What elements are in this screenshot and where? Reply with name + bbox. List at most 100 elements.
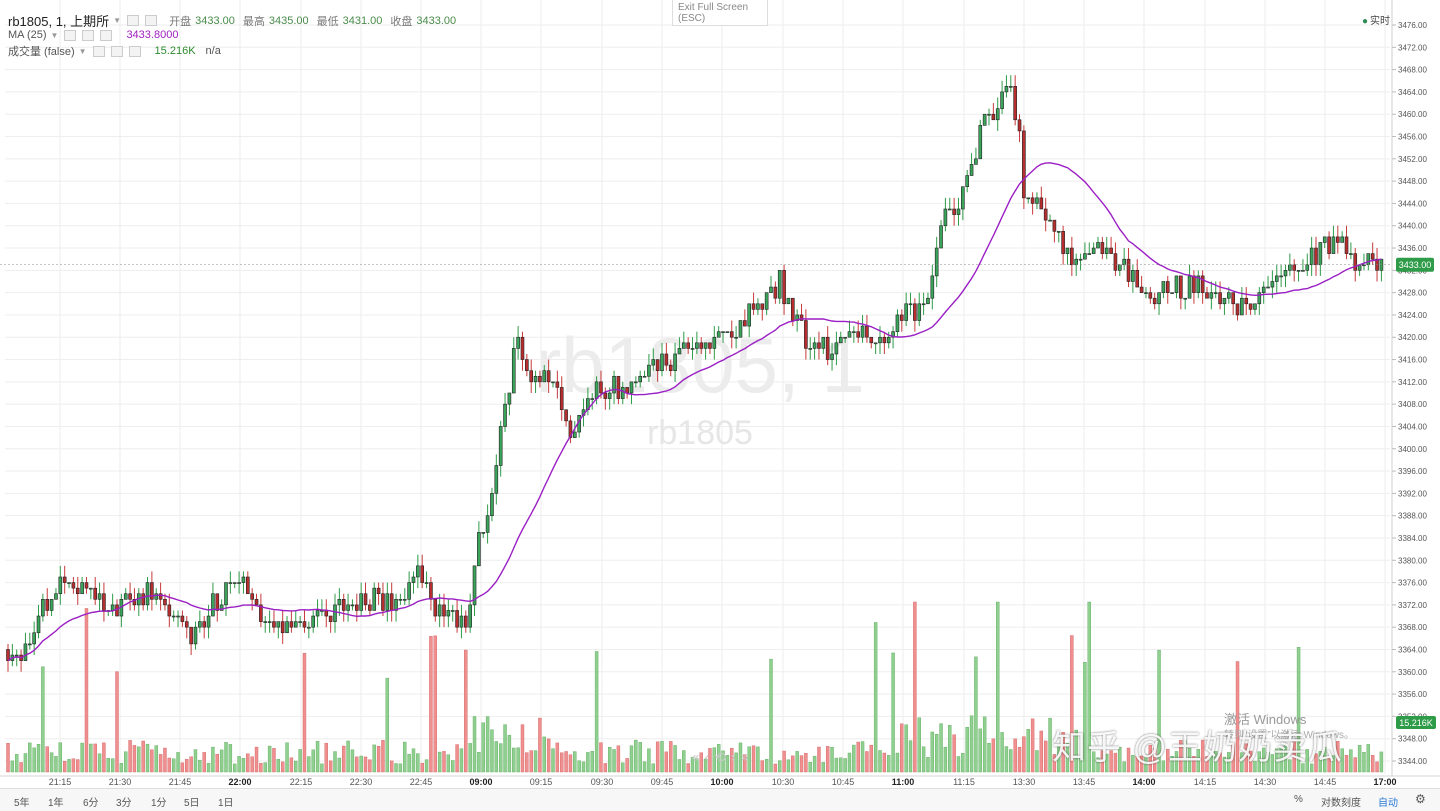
volume-bar: [363, 756, 368, 773]
candle: [132, 588, 137, 611]
volume-bar: [1379, 751, 1384, 773]
candle: [1026, 197, 1031, 204]
volume-bar: [1235, 661, 1240, 773]
exit-fullscreen-button[interactable]: Exit Full Screen (ESC): [672, 0, 768, 26]
period-3m-button[interactable]: 3分: [116, 798, 132, 809]
eye-icon[interactable]: [127, 15, 140, 26]
candle: [150, 571, 154, 611]
price-chart[interactable]: rb1805, 1 rb1805 3344.003348.003352.0033…: [0, 0, 1440, 788]
settings-icon[interactable]: [82, 29, 95, 41]
volume-bar: [1122, 761, 1126, 773]
time-axis[interactable]: 21:15 21:30 21:45 22:00 22:15 22:30 22:45 09:00…: [0, 775, 1440, 787]
candle: [89, 587, 93, 600]
close-icon[interactable]: [128, 45, 141, 57]
chevron-down-icon[interactable]: ▼: [50, 30, 59, 40]
volume-bar: [424, 759, 429, 773]
ma-label[interactable]: MA (25): [8, 29, 47, 41]
volume-bar: [389, 760, 394, 773]
volume-label[interactable]: 成交量 (false): [8, 46, 75, 58]
candle: [1091, 242, 1096, 254]
price-tick-label: 3384.00: [1398, 534, 1427, 543]
realtime-indicator[interactable]: ● 实时: [1362, 12, 1390, 27]
volume-bar: [1179, 740, 1183, 773]
candle: [751, 292, 756, 315]
price-tick-label: 3388.00: [1398, 512, 1427, 521]
volume-bar: [778, 760, 782, 773]
percent-toggle[interactable]: %: [1294, 794, 1303, 805]
period-5y-button[interactable]: 5年: [14, 798, 30, 809]
legend-row-2: MA (25) ▼ 3433.8000: [8, 29, 178, 41]
log-scale-toggle[interactable]: 对数刻度: [1321, 798, 1361, 809]
volume-bar: [1331, 755, 1336, 773]
eye-icon[interactable]: [64, 29, 77, 41]
auto-scale-toggle[interactable]: 自动: [1378, 798, 1398, 809]
volume-bar: [250, 756, 254, 773]
volume-bar: [982, 716, 987, 773]
volume-bar: [1244, 743, 1248, 773]
volume-bar: [817, 746, 821, 773]
candle: [381, 582, 385, 617]
volume-bar: [974, 656, 978, 773]
volume-bar: [346, 740, 350, 773]
period-1d-button[interactable]: 1日: [218, 798, 234, 809]
volume-bar: [1314, 753, 1318, 773]
time-tick-label: 10:00: [710, 777, 733, 787]
candle: [677, 337, 682, 355]
candle: [1331, 225, 1336, 254]
volume-bar: [695, 758, 699, 773]
period-1y-button[interactable]: 1年: [48, 798, 64, 809]
price-tick-label: 3372.00: [1398, 601, 1427, 610]
volume-bar: [1105, 753, 1109, 773]
candle: [1096, 236, 1100, 249]
time-tick-label: 14:15: [1194, 777, 1217, 787]
volume-bar: [939, 723, 943, 773]
volume-bar: [54, 756, 58, 773]
volume-bar: [1009, 749, 1013, 773]
candle: [651, 348, 656, 371]
settings-icon[interactable]: [145, 15, 158, 26]
volume-bar: [302, 652, 307, 773]
time-tick-label: 22:15: [290, 777, 313, 787]
candle: [664, 342, 669, 371]
volume-bar: [721, 750, 725, 773]
period-1m-button[interactable]: 1分: [151, 798, 167, 809]
candle: [429, 577, 433, 611]
candle: [311, 610, 316, 633]
gear-icon[interactable]: ⚙: [1415, 792, 1426, 806]
volume-bar: [41, 666, 45, 773]
volume-bar: [808, 761, 812, 773]
candle: [1043, 197, 1048, 232]
volume-bar: [359, 755, 363, 773]
chevron-down-icon[interactable]: ▼: [78, 46, 87, 56]
symbol-title[interactable]: rb1805, 1, 上期所: [8, 14, 110, 29]
candle: [760, 303, 765, 321]
volume-bar: [546, 738, 551, 773]
period-6m-button[interactable]: 6分: [83, 798, 99, 809]
volume-bar: [176, 752, 180, 773]
close-icon[interactable]: [100, 29, 113, 41]
candle: [154, 588, 159, 605]
volume-bar: [865, 751, 869, 773]
price-tick-label: 3360.00: [1398, 668, 1427, 677]
volume-bar: [1152, 748, 1157, 773]
candle: [1100, 236, 1105, 260]
candle: [603, 387, 608, 410]
eye-icon[interactable]: [92, 45, 105, 57]
volume-bar: [1366, 744, 1371, 773]
volume-bar: [616, 745, 621, 773]
candle: [1152, 292, 1157, 310]
candle: [97, 582, 102, 611]
volume-bar: [647, 748, 651, 773]
candle: [424, 571, 429, 589]
volume-bar: [847, 752, 852, 773]
volume-bar: [385, 677, 390, 773]
volume-bar: [150, 749, 154, 773]
scroll-nav[interactable]: « ‹ ⟲ › »: [691, 750, 749, 766]
chevron-down-icon[interactable]: ▼: [113, 16, 122, 25]
volume-bar: [368, 759, 372, 773]
settings-icon[interactable]: [110, 45, 123, 57]
period-5d-button[interactable]: 5日: [184, 798, 200, 809]
price-axis[interactable]: 3344.003348.003352.003356.003360.003364.…: [1391, 0, 1427, 776]
candle: [769, 275, 773, 293]
candle: [490, 487, 494, 522]
